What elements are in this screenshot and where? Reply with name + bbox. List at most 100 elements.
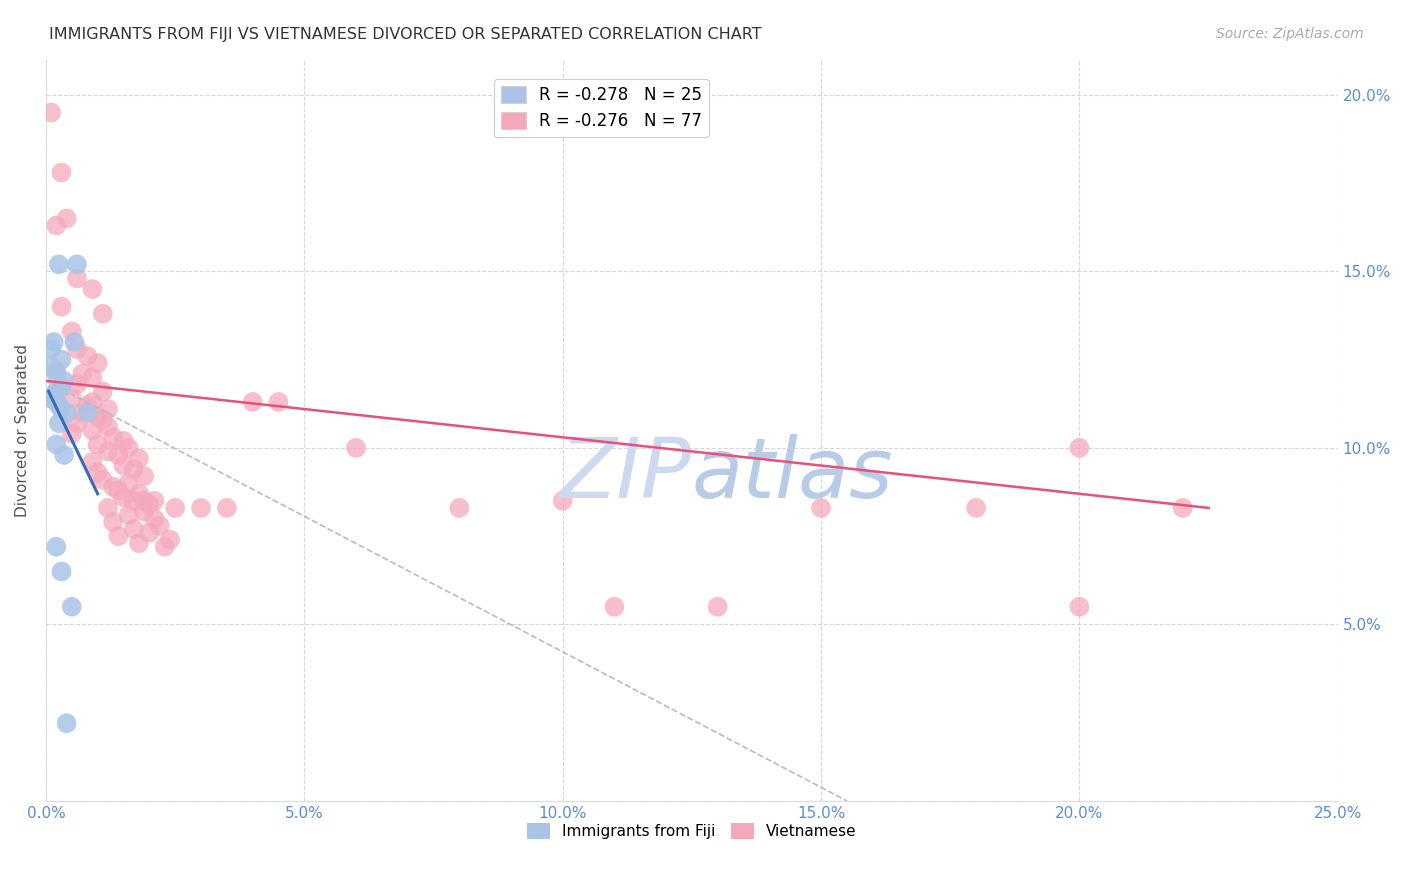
Point — [45, 540, 67, 554]
Point — [82, 370, 104, 384]
Point — [42, 388, 65, 402]
Point — [39, 359, 62, 374]
Point — [97, 444, 120, 458]
Point — [55, 406, 77, 420]
Point — [82, 395, 104, 409]
Point — [97, 419, 120, 434]
Point — [70, 367, 93, 381]
Point — [138, 497, 160, 511]
Point — [117, 508, 139, 522]
Point — [112, 458, 135, 473]
Point — [91, 473, 114, 487]
Point — [112, 491, 135, 505]
Point — [76, 406, 98, 420]
Point — [1069, 599, 1091, 614]
Point — [60, 325, 83, 339]
Point — [86, 466, 108, 480]
Point — [706, 599, 728, 614]
Point — [107, 448, 129, 462]
Point — [91, 412, 114, 426]
Y-axis label: Divorced or Separated: Divorced or Separated — [15, 343, 30, 516]
Point — [66, 271, 89, 285]
Point — [149, 518, 172, 533]
Point — [122, 493, 145, 508]
Point — [42, 334, 65, 349]
Point — [45, 219, 67, 233]
Point — [53, 448, 76, 462]
Point — [86, 437, 108, 451]
Point — [134, 504, 156, 518]
Point — [344, 441, 367, 455]
Point — [190, 500, 212, 515]
Point — [128, 536, 150, 550]
Point — [122, 462, 145, 476]
Point — [97, 500, 120, 515]
Point — [66, 377, 89, 392]
Point — [45, 367, 67, 381]
Point — [51, 300, 73, 314]
Point — [39, 105, 62, 120]
Point — [267, 395, 290, 409]
Text: ZIP: ZIP — [560, 434, 692, 516]
Point — [66, 416, 89, 430]
Point — [153, 540, 176, 554]
Point — [39, 342, 62, 356]
Point — [122, 522, 145, 536]
Point — [138, 525, 160, 540]
Point — [242, 395, 264, 409]
Point — [101, 480, 124, 494]
Point — [112, 434, 135, 448]
Point — [101, 430, 124, 444]
Point — [76, 349, 98, 363]
Point — [63, 334, 86, 349]
Point — [551, 493, 574, 508]
Point — [60, 599, 83, 614]
Point — [51, 565, 73, 579]
Point — [48, 399, 70, 413]
Point — [117, 441, 139, 455]
Point — [82, 423, 104, 437]
Text: IMMIGRANTS FROM FIJI VS VIETNAMESE DIVORCED OR SEPARATED CORRELATION CHART: IMMIGRANTS FROM FIJI VS VIETNAMESE DIVOR… — [49, 27, 762, 42]
Point — [86, 409, 108, 424]
Point — [159, 533, 181, 547]
Point — [55, 716, 77, 731]
Point — [165, 500, 187, 515]
Text: Source: ZipAtlas.com: Source: ZipAtlas.com — [1216, 27, 1364, 41]
Point — [97, 402, 120, 417]
Point — [91, 384, 114, 399]
Text: atlas: atlas — [692, 434, 893, 516]
Point — [82, 455, 104, 469]
Point — [66, 257, 89, 271]
Point — [48, 416, 70, 430]
Point — [45, 363, 67, 377]
Point — [55, 211, 77, 226]
Point — [60, 426, 83, 441]
Point — [101, 515, 124, 529]
Point — [76, 399, 98, 413]
Point — [134, 469, 156, 483]
Point — [45, 437, 67, 451]
Point — [51, 165, 73, 179]
Point — [45, 384, 67, 399]
Point — [45, 395, 67, 409]
Point — [107, 483, 129, 498]
Point — [51, 402, 73, 417]
Point — [91, 307, 114, 321]
Point — [1069, 441, 1091, 455]
Point — [66, 342, 89, 356]
Point — [810, 500, 832, 515]
Point — [965, 500, 987, 515]
Point — [60, 392, 83, 406]
Point — [53, 374, 76, 388]
Point — [134, 493, 156, 508]
Point — [86, 356, 108, 370]
Legend: Immigrants from Fiji, Vietnamese: Immigrants from Fiji, Vietnamese — [522, 817, 863, 845]
Point — [117, 476, 139, 491]
Point — [82, 282, 104, 296]
Point — [603, 599, 626, 614]
Point — [143, 493, 166, 508]
Point — [107, 529, 129, 543]
Point — [143, 511, 166, 525]
Point — [1171, 500, 1194, 515]
Point — [128, 487, 150, 501]
